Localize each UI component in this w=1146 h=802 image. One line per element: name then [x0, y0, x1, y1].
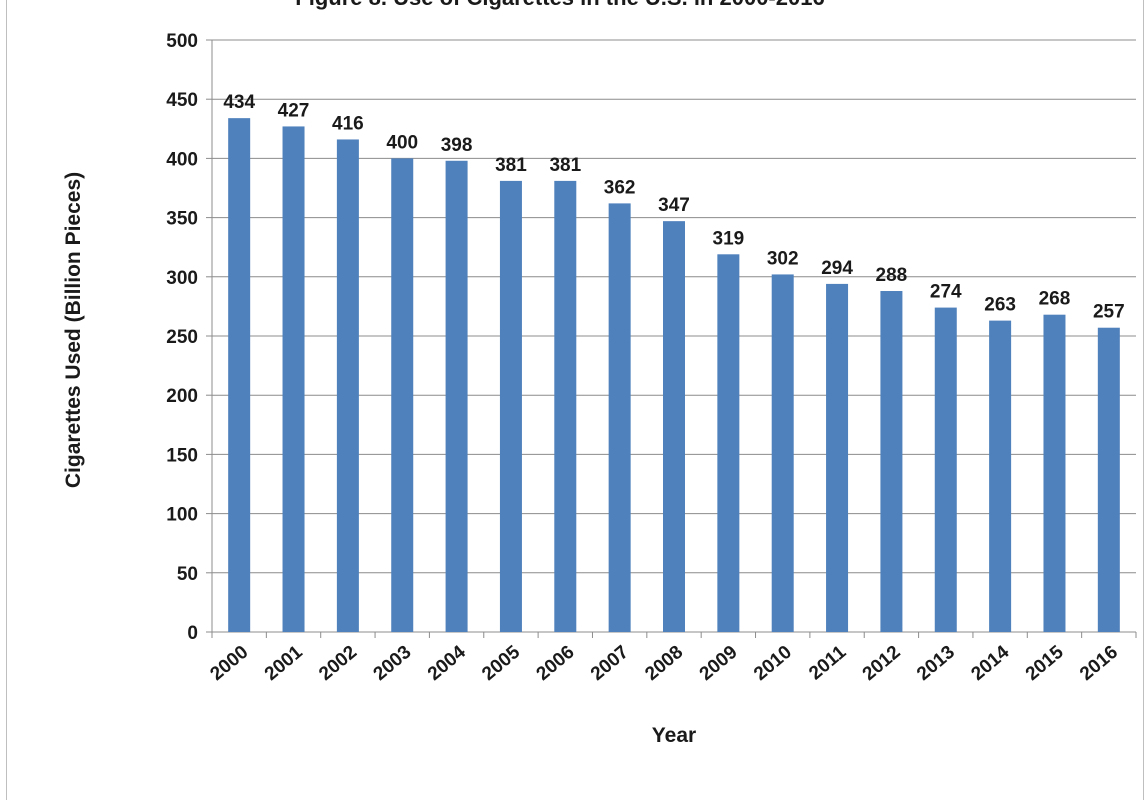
x-tick-label-2006: 2006 — [533, 642, 579, 685]
y-tick-label: 250 — [166, 327, 198, 348]
bar-2014 — [989, 320, 1012, 632]
data-label-2009: 319 — [713, 228, 745, 249]
x-tick-label-2000: 2000 — [207, 642, 253, 685]
x-tick-label-2003: 2003 — [370, 642, 416, 685]
x-tick-label-2013: 2013 — [913, 642, 959, 685]
y-tick-label: 300 — [166, 268, 198, 289]
x-tick-label-2008: 2008 — [641, 642, 687, 685]
chart-title: Figure 8. Use of Cigarettes in the U.S. … — [295, 0, 824, 10]
x-tick-label-2015: 2015 — [1022, 641, 1068, 685]
bar-2015 — [1043, 314, 1066, 632]
x-tick-label-2005: 2005 — [478, 641, 524, 685]
x-tick-label-2014: 2014 — [967, 641, 1013, 685]
bars — [228, 118, 1120, 633]
bar-2011 — [826, 283, 849, 632]
data-label-2010: 302 — [767, 248, 799, 269]
x-tick-label-2007: 2007 — [587, 642, 633, 685]
data-label-2005: 381 — [495, 155, 527, 176]
data-label-2007: 362 — [604, 177, 636, 198]
y-axis-title: Cigarettes Used (Billion Pieces) — [62, 172, 85, 488]
data-labels: 434 427 416 400 398 381 381 362 347 319 302 294 288 2… — [223, 92, 1124, 323]
data-label-2000: 434 — [223, 92, 255, 113]
x-tick-label-2001: 2001 — [261, 641, 307, 685]
bar-2006 — [554, 180, 577, 632]
chart-frame — [6, 0, 1144, 800]
data-label-2012: 288 — [876, 265, 908, 286]
x-tick-label-2016: 2016 — [1076, 642, 1122, 685]
bar-2009 — [717, 254, 740, 632]
data-label-2013: 274 — [930, 282, 962, 303]
bar-2005 — [499, 180, 522, 632]
data-label-2014: 263 — [984, 295, 1016, 316]
data-label-2008: 347 — [658, 195, 690, 216]
y-tick-label: 150 — [166, 445, 198, 466]
data-label-2001: 427 — [278, 100, 310, 121]
data-label-2006: 381 — [549, 155, 581, 176]
x-tick-label-2004: 2004 — [424, 641, 470, 685]
bar-2003 — [391, 158, 414, 632]
x-axis-title: Year — [652, 724, 696, 747]
y-tick-label: 200 — [166, 386, 198, 407]
bar-2000 — [228, 118, 251, 633]
x-tick-label-2010: 2010 — [750, 642, 796, 685]
data-label-2011: 294 — [821, 258, 853, 279]
bar-2007 — [608, 203, 631, 632]
x-tick-label-2011: 2011 — [805, 641, 850, 684]
y-tick-label: 350 — [166, 209, 198, 230]
data-label-2015: 268 — [1039, 289, 1071, 310]
data-label-2002: 416 — [332, 113, 364, 134]
data-label-2004: 398 — [441, 135, 473, 156]
x-tick-label-2012: 2012 — [859, 642, 905, 685]
bar-2002 — [336, 139, 359, 632]
y-tick-label: 400 — [166, 149, 198, 170]
data-label-2003: 400 — [386, 132, 418, 153]
bar-2010 — [771, 274, 794, 632]
y-tick-label: 100 — [166, 505, 198, 526]
bar-2013 — [934, 307, 957, 632]
data-label-2016: 257 — [1093, 302, 1125, 323]
x-tick-label-2002: 2002 — [315, 642, 361, 685]
y-tick-labels: 0 50 100 150 200 250 300 350 400 450 500 — [166, 31, 198, 644]
x-tick-labels: 2000 2001 2002 2003 2004 2005 2006 2007 2008 2009… — [207, 641, 1123, 685]
bar-2012 — [880, 291, 903, 632]
bar-2008 — [663, 221, 685, 633]
y-tick-label: 450 — [166, 90, 198, 111]
y-tick-label: 500 — [166, 31, 198, 52]
bar-2016 — [1097, 327, 1120, 632]
bar-2004 — [445, 160, 468, 632]
bar-2001 — [282, 126, 305, 632]
y-tick-label: 50 — [177, 564, 198, 585]
x-tick-label-2009: 2009 — [696, 642, 742, 685]
y-tick-label: 0 — [187, 623, 198, 644]
